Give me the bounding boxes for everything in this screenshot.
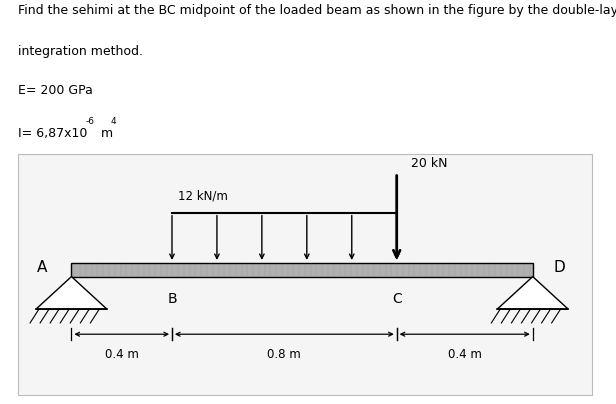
Polygon shape	[36, 277, 107, 309]
Polygon shape	[497, 277, 568, 309]
Text: B: B	[167, 292, 177, 306]
Text: 12 kN/m: 12 kN/m	[178, 190, 228, 203]
Text: E= 200 GPa: E= 200 GPa	[18, 84, 93, 97]
Text: 0.8 m: 0.8 m	[267, 348, 301, 361]
Text: 0.4 m: 0.4 m	[105, 348, 139, 361]
Text: C: C	[392, 292, 402, 306]
Text: D: D	[553, 260, 565, 275]
FancyBboxPatch shape	[18, 154, 592, 395]
Text: Find the sehimi at the BC midpoint of the loaded beam as shown in the figure by : Find the sehimi at the BC midpoint of th…	[18, 4, 616, 17]
Text: m: m	[97, 127, 113, 140]
Bar	[71, 263, 533, 277]
Text: I= 6,87x10: I= 6,87x10	[18, 127, 87, 140]
Text: 0.4 m: 0.4 m	[448, 348, 482, 361]
Text: A: A	[37, 260, 47, 275]
Text: 20 kN: 20 kN	[411, 157, 448, 170]
Text: integration method.: integration method.	[18, 45, 144, 58]
Text: 4: 4	[110, 117, 116, 126]
Text: -6: -6	[86, 117, 95, 126]
